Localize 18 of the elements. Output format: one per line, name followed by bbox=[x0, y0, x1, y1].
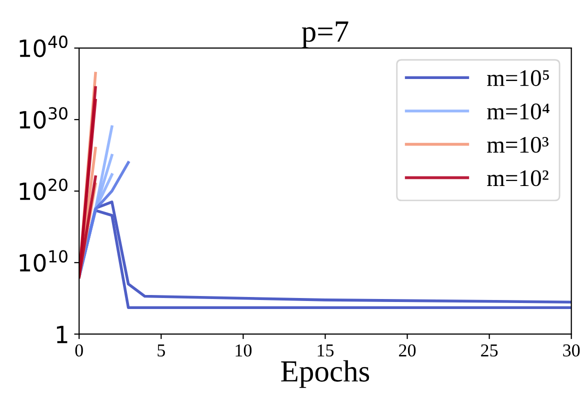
x-tick-label: 5 bbox=[158, 344, 165, 357]
y-tick-label: 10$^{20}$ bbox=[20, 178, 68, 200]
x-tick-label: 0 bbox=[75, 344, 83, 357]
x-tick-label: 20 bbox=[399, 344, 416, 357]
x-tick-label: 10 bbox=[236, 344, 252, 357]
x-tick-label: 15 bbox=[318, 344, 334, 357]
legend-label: m=10³ bbox=[487, 136, 548, 153]
legend-label: m=10² bbox=[487, 170, 548, 186]
x-axis-title: Epochs bbox=[281, 360, 370, 388]
legend-label: m=10⁵ bbox=[487, 70, 549, 86]
y-tick-label: 10$^{30}$ bbox=[20, 107, 68, 129]
x-tick-label: 25 bbox=[481, 344, 498, 357]
y-tick-label: 1 bbox=[56, 326, 68, 344]
chart-title: p=7 bbox=[302, 22, 348, 48]
x-tick-label: 30 bbox=[563, 344, 580, 357]
legend-label: m=10⁴ bbox=[487, 104, 550, 120]
y-tick-label: 10$^{10}$ bbox=[20, 250, 68, 272]
y-tick-label: 10$^{40}$ bbox=[20, 36, 68, 58]
